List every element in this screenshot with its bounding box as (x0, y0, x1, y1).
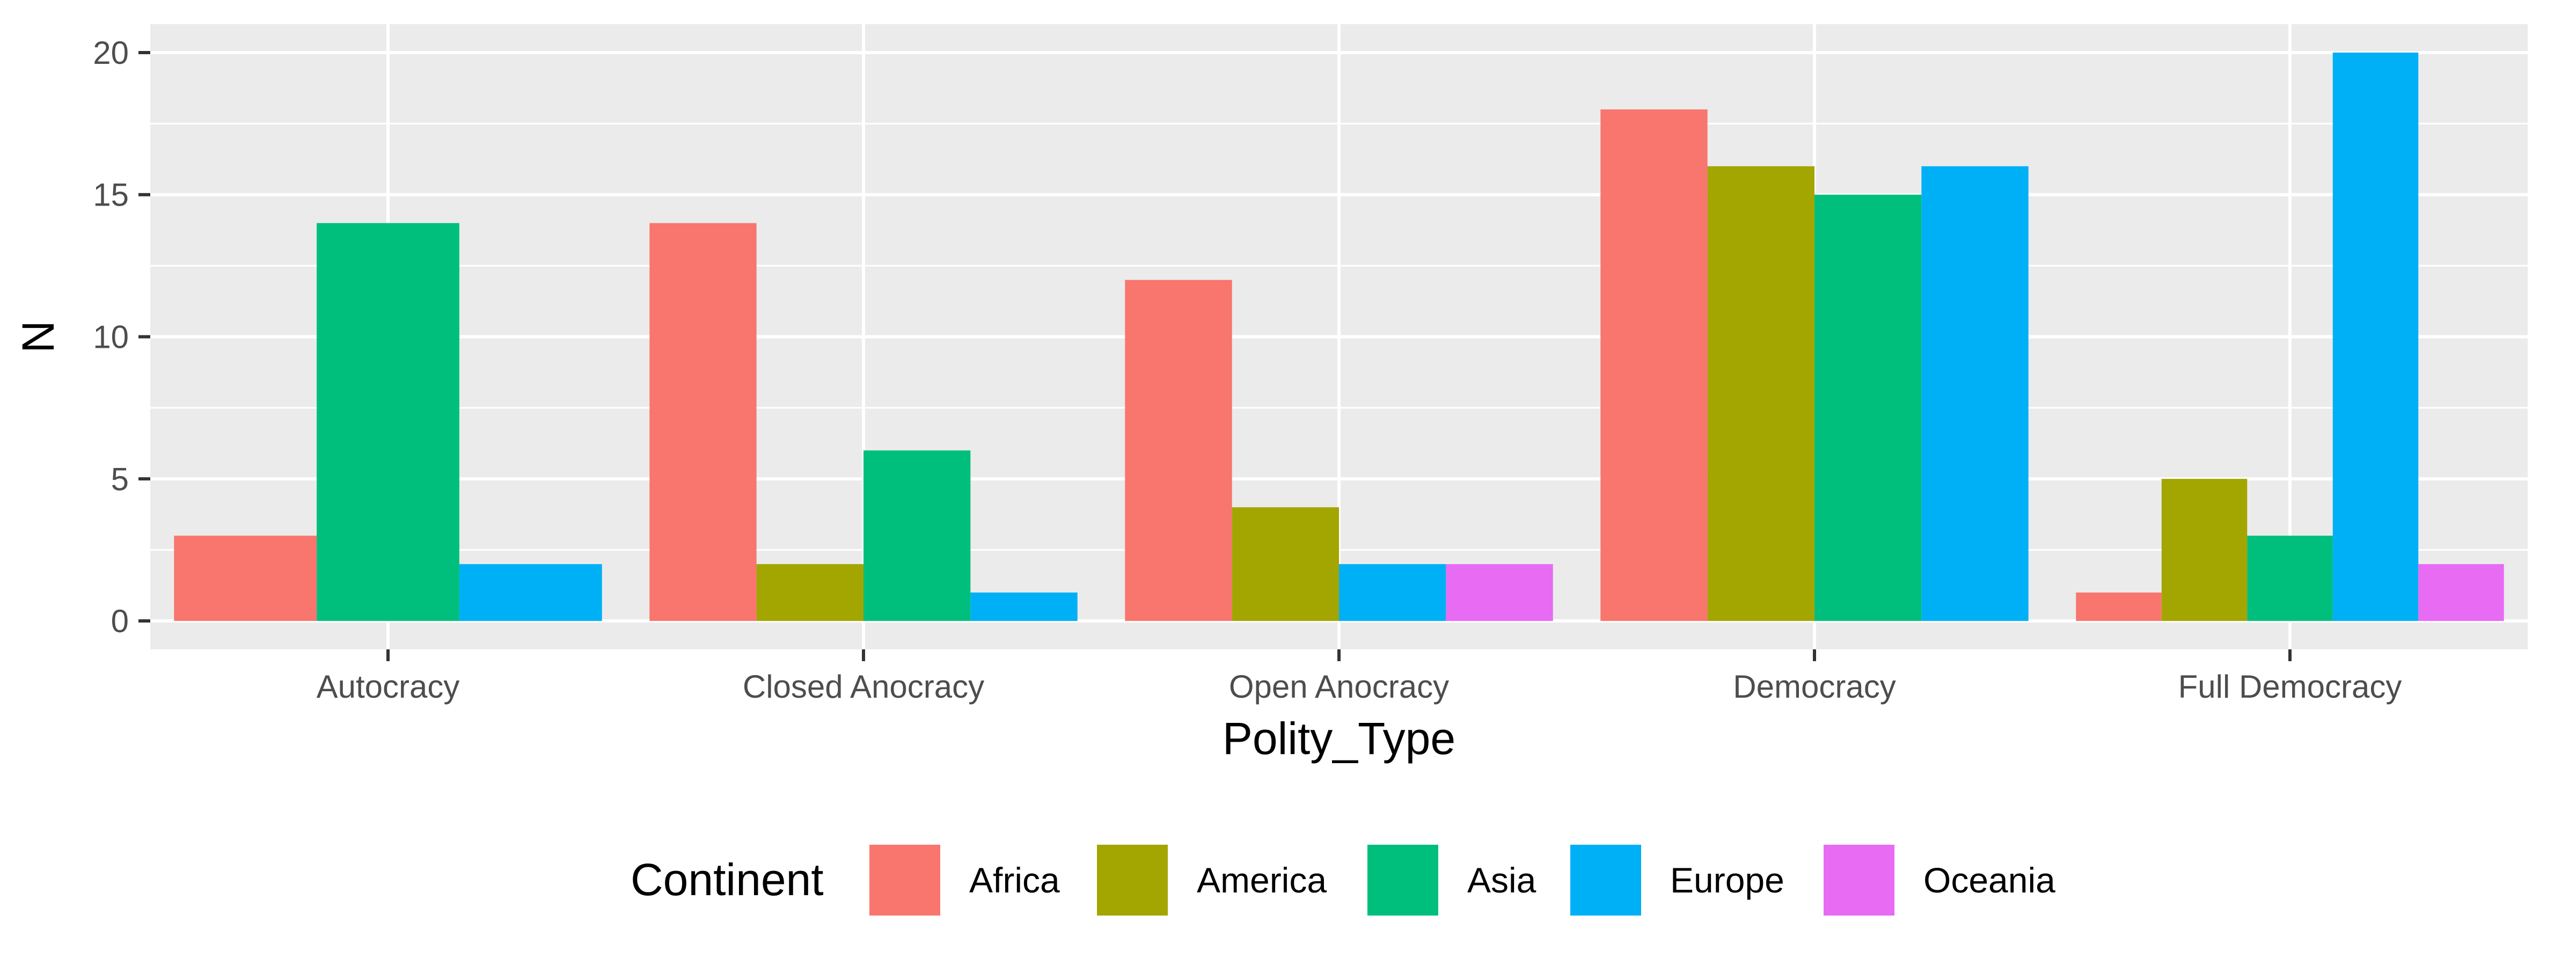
bar-america-full-democracy (2161, 479, 2248, 621)
bar-africa-closed-anocracy (649, 223, 757, 621)
y-tick-label: 5 (111, 461, 129, 497)
legend-key-america (1097, 845, 1168, 916)
bar-america-democracy (1707, 166, 1814, 621)
y-tick-label: 10 (93, 319, 129, 355)
bar-europe-democracy (1921, 166, 2029, 621)
legend-label-america: America (1197, 860, 1327, 900)
bar-oceania-full-democracy (2418, 564, 2504, 621)
legend-title: Continent (631, 854, 824, 905)
bar-layer (174, 52, 2504, 621)
y-axis-title: N (13, 320, 63, 353)
legend-label-europe: Europe (1670, 860, 1784, 900)
x-tick-label: Democracy (1733, 669, 1896, 705)
x-tick-label: Open Anocracy (1229, 669, 1449, 705)
bar-oceania-open-anocracy (1446, 564, 1553, 621)
legend-label-africa: Africa (969, 860, 1060, 900)
bar-europe-full-democracy (2332, 52, 2419, 621)
x-axis-title: Polity_Type (1223, 713, 1455, 764)
bar-asia-autocracy (317, 223, 459, 621)
bar-europe-open-anocracy (1339, 564, 1446, 621)
bar-asia-full-democracy (2247, 536, 2333, 621)
legend-label-oceania: Oceania (1923, 860, 2055, 900)
axis-layer: 0 5 10 15 20 Autocracy Closed Anocracy Open Ano… (93, 35, 2402, 705)
bar-asia-democracy (1814, 194, 1922, 621)
bar-america-closed-anocracy (756, 564, 863, 621)
legend-key-oceania (1824, 845, 1894, 916)
y-tick-label: 0 (111, 603, 129, 639)
y-tick-label: 15 (93, 177, 129, 213)
bar-europe-autocracy (459, 564, 602, 621)
legend-key-asia (1367, 845, 1438, 916)
bar-africa-open-anocracy (1125, 280, 1232, 621)
legend-label-asia: Asia (1467, 860, 1536, 900)
bar-america-open-anocracy (1232, 507, 1339, 621)
bar-africa-democracy (1600, 109, 1708, 621)
x-tick-label: Full Democracy (2178, 669, 2402, 705)
y-tick-label: 20 (93, 35, 129, 71)
x-tick-label: Autocracy (317, 669, 460, 705)
legend-key-africa (869, 845, 940, 916)
x-tick-label: Closed Anocracy (743, 669, 984, 705)
legend-key-europe (1570, 845, 1641, 916)
bar-africa-autocracy (174, 536, 317, 621)
bar-asia-closed-anocracy (863, 450, 971, 621)
legend: Continent Africa America Asia Europe Oceania (631, 845, 2055, 916)
bar-europe-closed-anocracy (970, 592, 1078, 621)
bar-africa-full-democracy (2076, 592, 2162, 621)
